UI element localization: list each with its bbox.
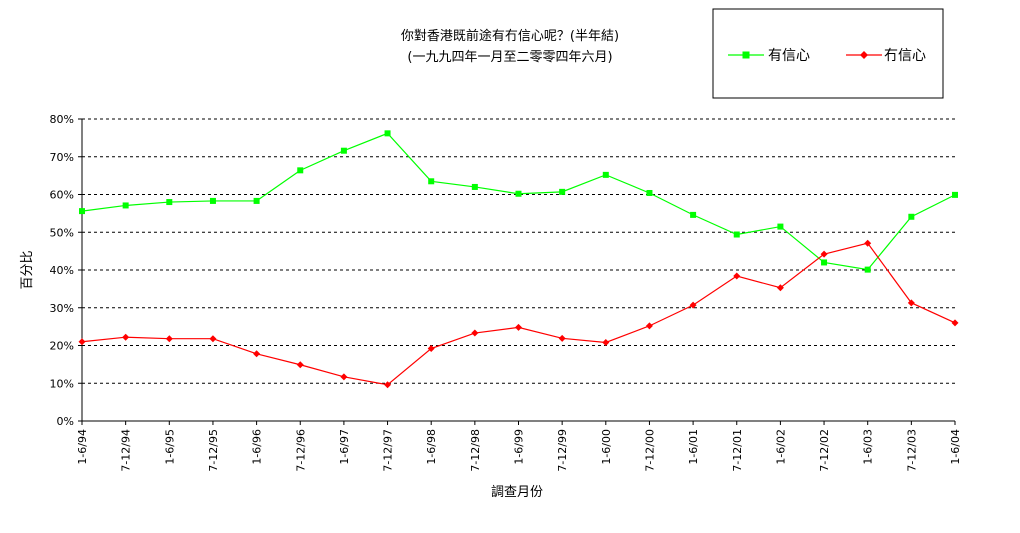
y-tick-label: 60% xyxy=(50,189,74,202)
y-tick-label: 40% xyxy=(50,264,74,277)
data-point xyxy=(209,335,217,343)
y-tick-label: 0% xyxy=(57,415,74,428)
data-point xyxy=(733,272,741,280)
data-point xyxy=(428,178,435,185)
x-tick-label: 7-12/00 xyxy=(643,429,656,472)
x-tick-label: 7-12/01 xyxy=(731,429,744,472)
data-point xyxy=(515,323,522,331)
data-point xyxy=(558,334,566,342)
data-point xyxy=(559,188,566,195)
x-tick-label: 7-12/97 xyxy=(382,429,395,472)
x-tick-label: 1-6/98 xyxy=(425,429,438,465)
x-tick-label: 7-12/99 xyxy=(556,429,569,472)
legend-label-confident: 有信心 xyxy=(768,48,810,64)
data-point xyxy=(646,189,653,196)
x-tick-label: 7-12/96 xyxy=(294,429,307,472)
legend: 有信心 冇信心 xyxy=(712,8,944,99)
data-point xyxy=(166,199,173,206)
series-lines xyxy=(78,130,959,389)
x-tick-label: 7-12/94 xyxy=(120,429,133,472)
data-point xyxy=(122,333,130,341)
data-point xyxy=(79,208,85,215)
x-tick-label: 7-12/03 xyxy=(905,429,918,472)
data-point xyxy=(602,338,610,346)
x-tick-label: 7-12/95 xyxy=(207,429,220,472)
data-point xyxy=(820,250,828,258)
data-point xyxy=(209,197,216,204)
data-point xyxy=(777,223,784,230)
data-point xyxy=(951,319,959,327)
data-point xyxy=(602,171,609,178)
data-point xyxy=(427,345,435,353)
x-tick-label: 1-6/03 xyxy=(862,429,875,465)
data-point xyxy=(165,335,173,343)
data-point xyxy=(340,373,348,381)
legend-marker-confident xyxy=(742,51,750,59)
y-tick-labels: 0% 10% 20% 30% 40% 50% 60% 70% 80% xyxy=(50,113,74,428)
data-point xyxy=(821,259,828,266)
data-point xyxy=(297,167,304,174)
data-point xyxy=(253,350,261,358)
data-point xyxy=(864,239,872,247)
chart-subtitle: (一九九四年一月至二零零四年六月) xyxy=(407,50,612,65)
x-tick-label: 1-6/97 xyxy=(338,429,351,465)
data-point xyxy=(384,381,392,389)
gridlines xyxy=(82,118,955,384)
data-point xyxy=(471,329,479,337)
legend-label-not-confident: 冇信心 xyxy=(884,48,926,64)
x-tick-label: 1-6/00 xyxy=(600,429,613,465)
x-tick-label: 1-6/95 xyxy=(163,429,176,465)
y-tick-label: 30% xyxy=(50,302,74,315)
data-point xyxy=(776,284,784,292)
y-tick-label: 20% xyxy=(50,340,74,353)
data-point xyxy=(689,301,697,309)
data-point xyxy=(908,213,915,220)
x-tick-label: 1-6/94 xyxy=(76,429,89,465)
x-tick-label: 1-6/01 xyxy=(687,429,700,465)
x-tick-label: 7-12/02 xyxy=(818,429,831,472)
x-tick-label: 1-6/04 xyxy=(949,429,962,465)
x-axis-label: 調查月份 xyxy=(491,485,543,500)
data-point xyxy=(253,197,260,204)
data-point xyxy=(296,361,304,369)
x-tick-labels: 1-6/94 7-12/94 1-6/95 7-12/95 1-6/96 7-12/96 1… xyxy=(76,429,962,472)
legend-box xyxy=(712,8,944,99)
data-point xyxy=(864,266,871,273)
y-tick-label: 80% xyxy=(50,113,74,126)
y-tick-label: 10% xyxy=(50,377,74,390)
legend-marker-not-confident xyxy=(860,51,868,59)
data-point xyxy=(690,211,697,218)
data-point xyxy=(122,202,129,209)
y-tick-label: 50% xyxy=(50,226,74,239)
chart-title: 你對香港既前途有冇信心呢？(半年結) xyxy=(401,28,619,44)
x-tick-label: 1-6/96 xyxy=(251,429,264,465)
data-point xyxy=(471,183,478,190)
data-point xyxy=(340,147,347,154)
data-point xyxy=(907,299,915,307)
data-point xyxy=(733,231,740,238)
data-point xyxy=(515,190,522,197)
data-point xyxy=(384,130,391,137)
data-point xyxy=(952,191,958,198)
y-axis-label: 百分比 xyxy=(20,250,35,289)
y-tick-label: 70% xyxy=(50,151,74,164)
x-tick-label: 1-6/99 xyxy=(513,429,526,465)
data-point xyxy=(78,338,86,346)
x-tick-label: 7-12/98 xyxy=(469,429,482,472)
x-tick-label: 1-6/02 xyxy=(774,429,787,465)
axes xyxy=(78,118,956,425)
data-point xyxy=(645,322,653,330)
